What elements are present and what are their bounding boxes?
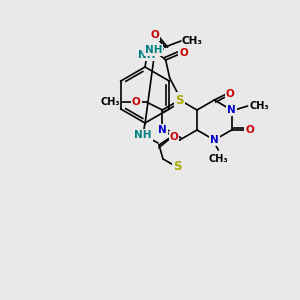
Text: O: O — [132, 97, 141, 107]
Text: O: O — [226, 89, 235, 99]
Text: O: O — [179, 48, 188, 58]
Text: CH₃: CH₃ — [208, 154, 228, 164]
Text: O: O — [245, 125, 254, 135]
Text: N: N — [210, 135, 219, 145]
Text: O: O — [169, 132, 178, 142]
Text: NH: NH — [138, 50, 156, 60]
Text: NH: NH — [145, 45, 162, 55]
Text: CH₃: CH₃ — [250, 101, 269, 111]
Text: O: O — [151, 30, 159, 40]
Text: CH₃: CH₃ — [101, 97, 120, 107]
Text: NH: NH — [134, 130, 152, 140]
Text: N: N — [227, 105, 236, 115]
Text: S: S — [173, 160, 181, 173]
Text: CH₃: CH₃ — [181, 36, 202, 46]
Text: S: S — [176, 94, 184, 106]
Text: N: N — [158, 125, 167, 135]
